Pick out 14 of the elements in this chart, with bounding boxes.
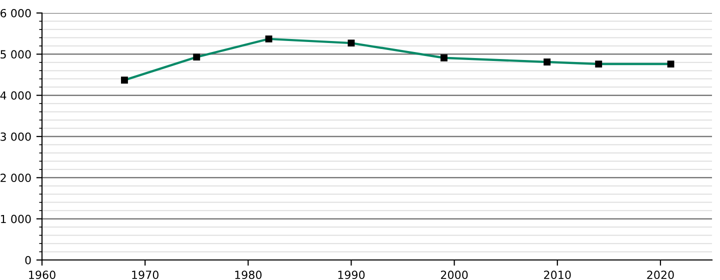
x-tick-label: 1970 [132,270,158,280]
x-tick-label: 1990 [338,270,365,280]
x-tick-label: 2020 [647,270,674,280]
x-tick-label: 1980 [235,270,262,280]
y-tick-label: 0 [25,256,31,264]
x-tick-label: 2000 [440,270,468,280]
y-tick-label: 5 000 [0,50,31,59]
y-tick-label: 4 000 [0,91,31,100]
y-tick-label: 1 000 [0,214,31,224]
x-tick-label: 1960 [29,270,56,280]
x-tick-label: 2010 [544,270,571,280]
y-tick-label: 6 000 [0,8,31,18]
y-tick-label: 2 000 [0,174,31,182]
y-tick-label: 3 000 [0,132,31,141]
